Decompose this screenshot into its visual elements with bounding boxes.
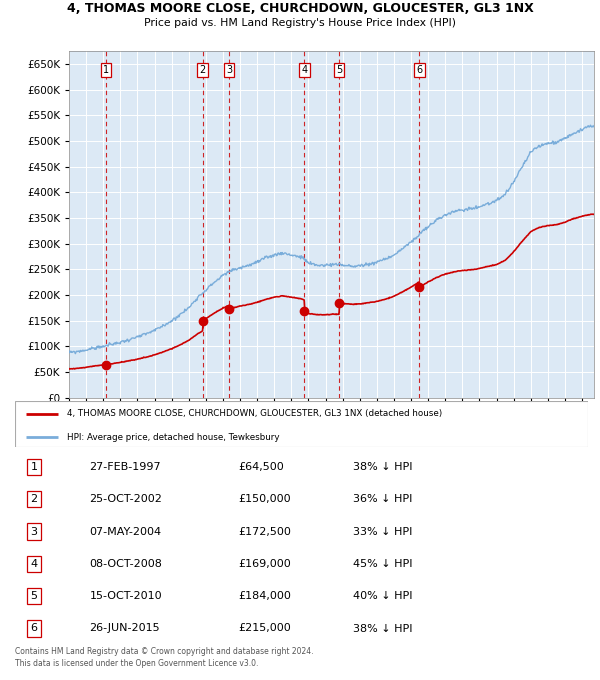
Text: 40% ↓ HPI: 40% ↓ HPI bbox=[353, 591, 413, 601]
Text: £184,000: £184,000 bbox=[238, 591, 292, 601]
Text: Contains HM Land Registry data © Crown copyright and database right 2024.
This d: Contains HM Land Registry data © Crown c… bbox=[15, 647, 314, 668]
Text: 36% ↓ HPI: 36% ↓ HPI bbox=[353, 494, 412, 505]
Text: 3: 3 bbox=[226, 65, 232, 75]
Text: 5: 5 bbox=[336, 65, 342, 75]
Text: 2: 2 bbox=[31, 494, 37, 505]
Text: 38% ↓ HPI: 38% ↓ HPI bbox=[353, 462, 413, 472]
Text: 4, THOMAS MOORE CLOSE, CHURCHDOWN, GLOUCESTER, GL3 1NX (detached house): 4, THOMAS MOORE CLOSE, CHURCHDOWN, GLOUC… bbox=[67, 409, 442, 418]
Text: 4: 4 bbox=[31, 559, 37, 569]
Text: 33% ↓ HPI: 33% ↓ HPI bbox=[353, 526, 412, 537]
Text: 25-OCT-2002: 25-OCT-2002 bbox=[89, 494, 163, 505]
Text: £215,000: £215,000 bbox=[238, 624, 291, 634]
Text: 08-OCT-2008: 08-OCT-2008 bbox=[89, 559, 163, 569]
Text: 2: 2 bbox=[200, 65, 206, 75]
Text: 4, THOMAS MOORE CLOSE, CHURCHDOWN, GLOUCESTER, GL3 1NX: 4, THOMAS MOORE CLOSE, CHURCHDOWN, GLOUC… bbox=[67, 2, 533, 15]
Text: 27-FEB-1997: 27-FEB-1997 bbox=[89, 462, 161, 472]
Text: £169,000: £169,000 bbox=[238, 559, 291, 569]
Text: 1: 1 bbox=[103, 65, 109, 75]
Text: 26-JUN-2015: 26-JUN-2015 bbox=[89, 624, 160, 634]
Text: 45% ↓ HPI: 45% ↓ HPI bbox=[353, 559, 413, 569]
Text: 07-MAY-2004: 07-MAY-2004 bbox=[89, 526, 161, 537]
Text: 1: 1 bbox=[31, 462, 37, 472]
Text: 4: 4 bbox=[301, 65, 308, 75]
Text: HPI: Average price, detached house, Tewkesbury: HPI: Average price, detached house, Tewk… bbox=[67, 432, 279, 442]
Text: £172,500: £172,500 bbox=[238, 526, 292, 537]
Text: 15-OCT-2010: 15-OCT-2010 bbox=[89, 591, 162, 601]
Text: 3: 3 bbox=[31, 526, 37, 537]
Text: 38% ↓ HPI: 38% ↓ HPI bbox=[353, 624, 413, 634]
Text: 5: 5 bbox=[31, 591, 37, 601]
Text: 6: 6 bbox=[416, 65, 422, 75]
Text: Price paid vs. HM Land Registry's House Price Index (HPI): Price paid vs. HM Land Registry's House … bbox=[144, 18, 456, 28]
Text: £150,000: £150,000 bbox=[238, 494, 291, 505]
Text: £64,500: £64,500 bbox=[238, 462, 284, 472]
Text: 6: 6 bbox=[31, 624, 37, 634]
